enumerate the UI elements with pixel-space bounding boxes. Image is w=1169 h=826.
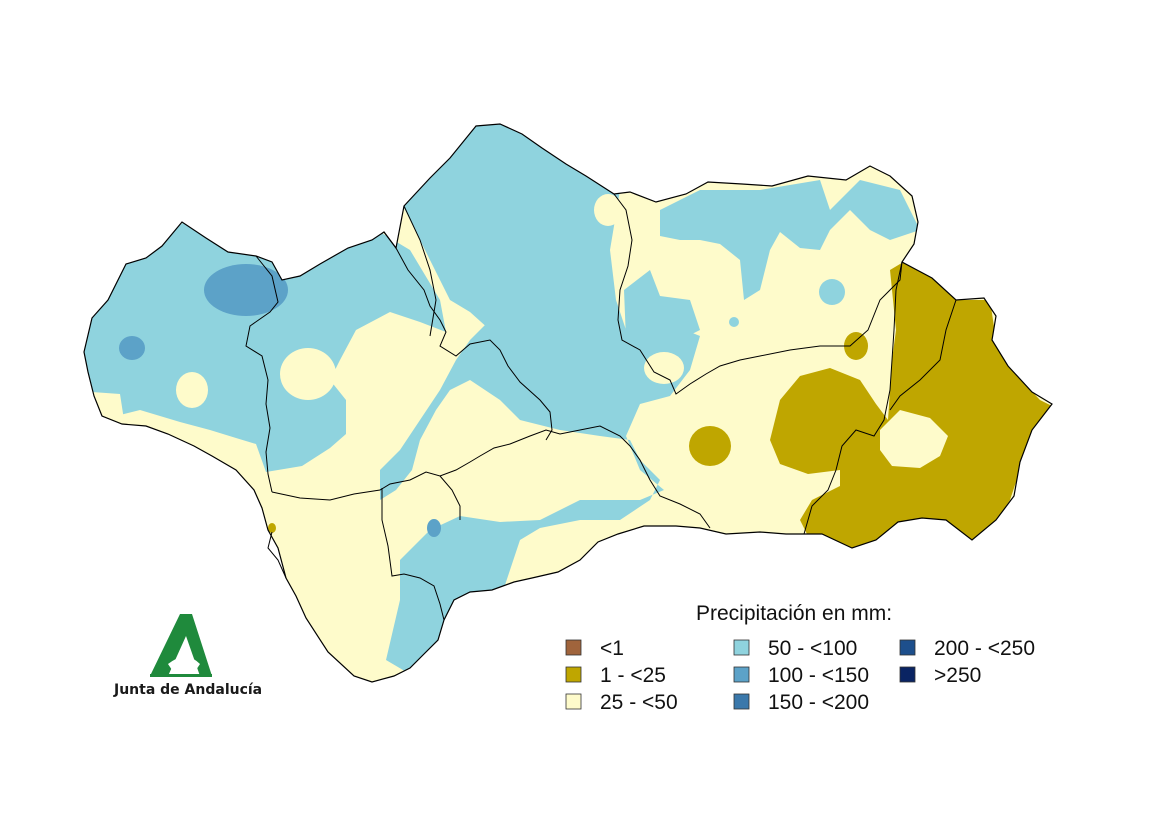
zone-100-150-north-west xyxy=(204,264,288,316)
province-borders xyxy=(245,193,957,621)
zone-1-25-spot-4 xyxy=(268,523,276,533)
zone-25-50-island-3 xyxy=(454,322,466,334)
border-cordoba-jaen xyxy=(403,205,437,337)
junta-de-andalucia-logo-icon xyxy=(150,614,212,677)
border-cadiz-coast xyxy=(267,531,287,579)
zone-50-100-northeast xyxy=(660,180,920,300)
zone-25-50-corner-west xyxy=(92,392,124,420)
legend-swatch xyxy=(565,693,582,710)
border-sevilla-cadiz xyxy=(271,425,711,529)
zone-50-100-center xyxy=(380,124,700,680)
zone-100-150-west-spot xyxy=(119,336,145,360)
legend-label: 200 - <250 xyxy=(934,637,1035,660)
legend-label: 25 - <50 xyxy=(600,691,678,714)
legend-swatch xyxy=(565,639,582,656)
legend-label: 1 - <25 xyxy=(600,664,666,687)
legend-title: Precipitación en mm: xyxy=(696,602,892,625)
legend-swatch xyxy=(733,693,750,710)
zone-50-100-west xyxy=(84,210,446,472)
legend-label: >250 xyxy=(934,664,981,687)
border-huelva-sevilla xyxy=(245,255,279,493)
border-granada-almeria xyxy=(803,261,903,535)
zone-1-25-spot-2 xyxy=(844,332,868,360)
legend-swatch xyxy=(733,639,750,656)
border-almeria-inner xyxy=(889,299,957,411)
border-jaen-granada xyxy=(613,193,903,395)
zone-1-25-east xyxy=(770,258,1052,560)
legend-items: <1 1 - <25 25 - <50 50 - <100 100 - <150 150 … xyxy=(565,637,1035,714)
zone-50-100-spot-2 xyxy=(729,317,739,327)
logo-text: Junta de Andalucía xyxy=(113,682,262,698)
border-sevilla-cordoba xyxy=(383,231,553,441)
zone-50-100-east-center xyxy=(624,270,700,352)
map-legend: Precipitación en mm: <1 1 - <25 25 - <50 50… xyxy=(565,602,1035,714)
legend-label: <1 xyxy=(600,637,624,660)
legend-label: 50 - <100 xyxy=(768,637,857,660)
legend-swatch xyxy=(899,639,916,656)
zone-25-50-hole-east xyxy=(880,410,948,468)
zone-25-50-island-5 xyxy=(588,457,600,467)
zone-100-150-south-spot xyxy=(427,519,441,537)
legend-swatch xyxy=(565,666,582,683)
zone-25-50-island-2 xyxy=(280,348,336,400)
legend-swatch xyxy=(733,666,750,683)
junta-logo: Junta de Andalucía xyxy=(113,614,262,698)
zone-25-50-island-7 xyxy=(594,194,622,226)
zone-25-50-island-6 xyxy=(644,352,684,384)
zone-50-100-spot-1 xyxy=(819,279,845,305)
legend-label: 150 - <200 xyxy=(768,691,869,714)
zone-1-25-spot-1 xyxy=(689,426,731,466)
zone-25-50-island-4 xyxy=(470,456,490,472)
border-malaga-cordoba xyxy=(439,475,461,520)
zone-25-50-island-1 xyxy=(176,372,208,408)
legend-label: 100 - <150 xyxy=(768,664,869,687)
legend-swatch xyxy=(899,666,916,683)
border-cadiz-malaga xyxy=(381,488,445,621)
